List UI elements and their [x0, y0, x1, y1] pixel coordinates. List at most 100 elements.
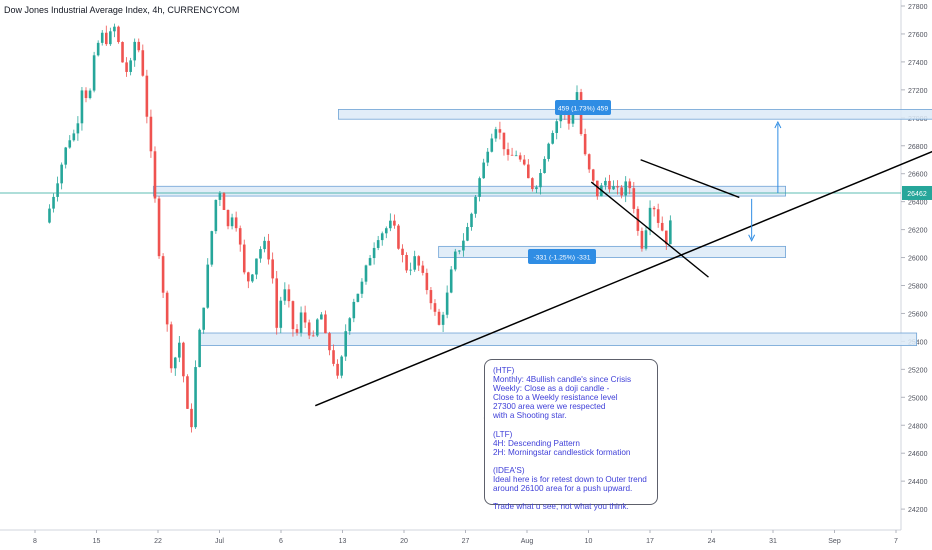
candle-body [149, 116, 153, 152]
candle-body [458, 250, 461, 252]
measure-up-badge [555, 100, 611, 115]
candle-body [133, 41, 136, 61]
candle-body [210, 231, 214, 265]
candle-body [291, 301, 295, 330]
x-tick-label: 10 [585, 538, 593, 545]
candle-body [76, 123, 80, 134]
candle-body [470, 213, 473, 228]
y-tick-label: 27400 [908, 60, 928, 67]
candle-body [628, 181, 632, 189]
candle-body [247, 272, 250, 282]
candle-body [267, 240, 270, 260]
wedge-lower-line[interactable] [590, 181, 709, 278]
note-line: with a Shooting star. [493, 411, 567, 421]
candle-body [409, 269, 412, 271]
candle-body [113, 26, 116, 32]
y-tick-label: 25200 [908, 367, 928, 374]
candle-body [169, 324, 173, 369]
x-tick-label: 17 [646, 538, 654, 545]
candle-body [413, 256, 416, 270]
candle-body [299, 312, 303, 333]
resistance-zone[interactable] [337, 109, 932, 120]
candle-body [121, 42, 124, 63]
candle-body [242, 244, 246, 273]
candle-body [279, 300, 283, 328]
candle-body [498, 129, 502, 133]
current-price-tag [902, 185, 932, 200]
candle-body [311, 335, 315, 337]
candle-body [453, 251, 457, 270]
candle-body [441, 314, 445, 325]
candle-body [234, 217, 238, 229]
candle-body [429, 290, 433, 304]
candle-body [445, 292, 449, 315]
candle-body [486, 151, 490, 163]
note-line: 27300 area were we respected [493, 402, 606, 412]
candle-body [632, 188, 636, 209]
candle-body [376, 240, 380, 248]
mid-zone[interactable] [152, 185, 786, 197]
candle-body [543, 158, 546, 174]
candle-body [194, 367, 197, 428]
note-line: Ideal here is for retest down to Outer t… [493, 475, 647, 485]
candle-body [368, 258, 372, 266]
candle-body [604, 180, 607, 186]
wedge-upper-line[interactable] [640, 159, 740, 199]
candle-body [332, 350, 335, 364]
candle-body [64, 147, 68, 165]
note-line: around 26100 area for a push upward. [493, 484, 633, 494]
y-tick-label: 26600 [908, 172, 928, 179]
candle-body [117, 26, 120, 43]
y-tick-label: 26800 [908, 144, 928, 151]
note-line: 2H: Morningstar candlestick formation [493, 447, 631, 457]
support-zone[interactable] [438, 245, 786, 258]
candle-body [137, 41, 141, 51]
candle-body [567, 114, 571, 124]
candle-body [571, 112, 575, 124]
candle-body [514, 155, 518, 157]
candle-body [157, 198, 161, 257]
x-tick-label: 24 [708, 538, 716, 545]
candle-body [92, 55, 96, 91]
candle-body [198, 329, 201, 368]
candle-body [352, 301, 356, 319]
candle-body [230, 217, 234, 227]
candle-body [104, 32, 108, 45]
candle-body [295, 329, 299, 333]
candle-body [527, 164, 530, 179]
ascending-trendline[interactable] [314, 149, 932, 407]
candle-body [624, 181, 627, 196]
candle-body [238, 228, 242, 245]
measure-up-label: 459 (1.73%) 459 [558, 106, 608, 113]
measure-down-badge [528, 249, 596, 264]
candle-body [214, 199, 218, 232]
lower-zone[interactable] [199, 332, 918, 346]
candle-body [84, 90, 88, 99]
candle-body [222, 193, 226, 210]
candle-body [52, 196, 55, 209]
candle-body [60, 164, 63, 184]
candle-body [555, 121, 559, 133]
candle-body [80, 90, 84, 124]
candle-body [595, 180, 599, 197]
candle-body [68, 140, 72, 148]
x-tick-label: 15 [93, 538, 101, 545]
x-tick-label: Aug [521, 538, 534, 545]
candle-body [405, 254, 408, 271]
y-tick-label: 25600 [908, 311, 928, 318]
x-tick-label: 8 [33, 538, 37, 545]
candle-body [344, 331, 348, 357]
candle-body [340, 356, 343, 376]
y-tick-label: 24800 [908, 423, 928, 430]
note-line [493, 421, 657, 430]
candle-body [141, 50, 145, 76]
measure-up-arrowhead [774, 120, 782, 129]
candle-body [202, 307, 205, 330]
candle-body [587, 154, 591, 170]
y-tick-label: 24400 [908, 479, 928, 486]
candle-body [320, 314, 323, 320]
candle-body [502, 132, 506, 150]
x-tick-label: 31 [769, 538, 777, 545]
